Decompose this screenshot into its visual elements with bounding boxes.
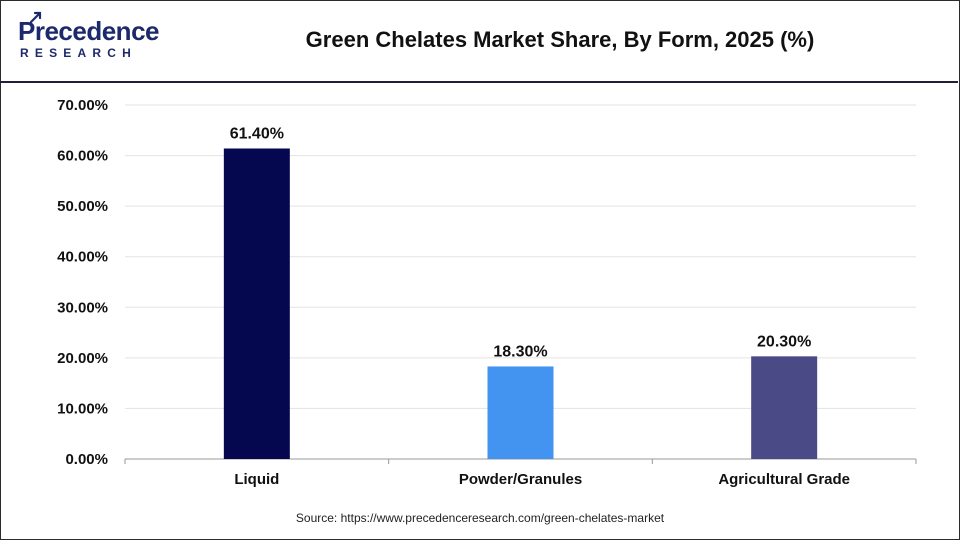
bar-chart: 0.00% 10.00% 20.00% 30.00% 40.00% 50.00% 60.00… [57,97,917,488]
x-tick-label: Powder/Granules [459,471,582,488]
chart-title: Green Chelates Market Share, By Form, 20… [305,27,815,52]
bar-agricultural-grade [751,356,818,459]
data-label: 61.40% [230,125,284,142]
bar-powder-granules [487,366,554,459]
y-tick-label: 60.00% [57,148,108,165]
label-layer: 0.00% 10.00% 20.00% 30.00% 40.00% 50.00% 60.00… [57,97,850,488]
header: Precedence RESEARCH Green Chelates Marke… [0,0,958,83]
y-tick-label: 30.00% [57,299,108,316]
bar-layer [223,148,818,459]
source-text: Source: https://www.precedenceresearch.c… [295,511,665,525]
y-tick-label: 0.00% [65,451,108,468]
bar-liquid [223,148,290,459]
y-tick-label: 40.00% [57,249,108,266]
y-tick-label: 10.00% [57,400,108,417]
logo-subtitle: RESEARCH [20,46,137,60]
brand-logo: Precedence RESEARCH [18,11,168,66]
source-note: Source: https://www.precedenceresearch.c… [0,511,960,525]
logo-arrow-icon [29,11,42,24]
y-tick-label: 20.00% [57,350,108,367]
x-tick-label: Agricultural Grade [718,471,850,488]
data-label: 18.30% [493,343,547,360]
logo-wordmark: Precedence [18,16,159,46]
y-tick-label: 70.00% [57,97,108,114]
y-tick-label: 50.00% [57,198,108,215]
x-tick-label: Liquid [234,471,279,488]
data-label: 20.30% [757,333,811,350]
